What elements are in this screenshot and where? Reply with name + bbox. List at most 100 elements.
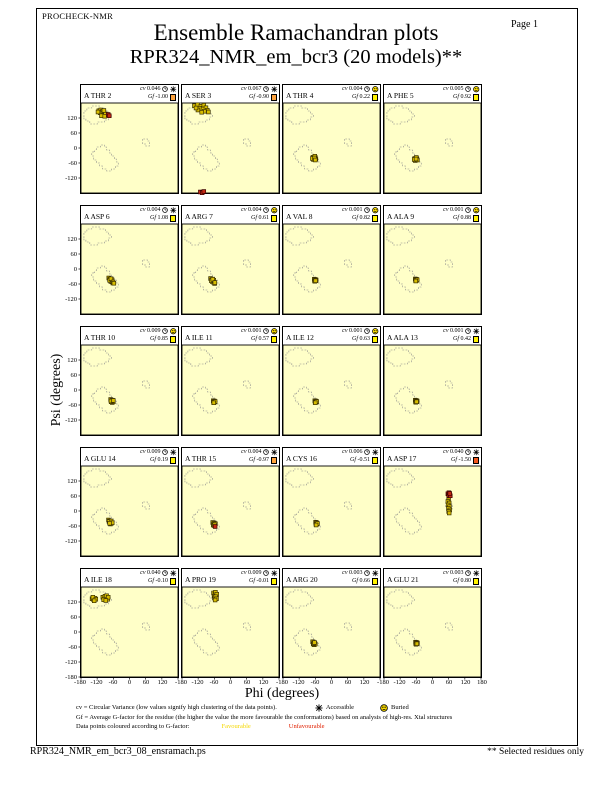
ramachandran-plot (282, 465, 381, 557)
panel-header: A VAL 8 cv 0.001 Gf 0.82 (283, 206, 380, 224)
x-tick-label: -180 (377, 679, 389, 686)
cv-label: cv (443, 570, 449, 577)
y-tick-label: 0 (73, 386, 77, 394)
ramachandran-plot (181, 344, 280, 436)
legend-gf-definition: Gf = Average G-factor for the residue (t… (76, 713, 453, 721)
panel-a-ile-11: A ILE 11 cv 0.001 Gf 0.57 (181, 326, 280, 436)
cv-label: cv (140, 207, 146, 214)
gf-value: -0.51 (357, 457, 371, 464)
panel-a-asp-6: A ASP 6 cv 0.004 Gf 1.08 (78, 205, 179, 315)
footer-selected-note: ** Selected residues only (487, 747, 584, 757)
x-tick-label: -180 (74, 679, 86, 686)
ramachandran-plot (383, 223, 482, 315)
clock-icon (162, 86, 168, 93)
clock-icon (465, 86, 471, 93)
ramachandran-plot (282, 586, 381, 680)
buried-icon (371, 86, 378, 93)
y-tick-label: -120 (65, 658, 77, 666)
panel-header: A ILE 11 cv 0.001 Gf 0.57 (182, 327, 279, 345)
x-tick-label: 0 (127, 679, 132, 686)
gf-label: Gf (352, 94, 358, 101)
cv-row: cv 0.040 (140, 570, 176, 577)
cv-row: cv 0.001 (443, 328, 479, 335)
gf-square (169, 94, 176, 101)
y-tick-label: -120 (65, 416, 77, 424)
buried-icon (380, 703, 388, 712)
cv-label: cv (241, 207, 247, 214)
x-tick-label: 60 (445, 679, 453, 686)
clock-icon (364, 328, 370, 335)
data-point-unfavourable (212, 524, 218, 529)
gf-label: Gf (451, 457, 457, 464)
gf-label: Gf (251, 336, 257, 343)
x-tick-label: 180 (477, 679, 487, 686)
x-tick-label: -60 (310, 679, 320, 686)
cv-row: cv 0.067 (241, 86, 277, 93)
data-point-unfavourable (107, 113, 112, 119)
y-tick-label: -60 (68, 522, 77, 530)
y-tick-label: -120 (65, 537, 77, 545)
gf-label: Gf (352, 578, 358, 585)
cv-label: cv (241, 449, 247, 456)
x-tick-label: -60 (411, 679, 421, 686)
x-tick-label: -120 (191, 679, 204, 686)
cv-value: 0.001 (248, 328, 262, 335)
x-tick-label: 120 (157, 679, 168, 686)
clock-icon (162, 570, 168, 577)
panel-header: A ALA 13 cv 0.001 Gf 0.42 (384, 327, 481, 345)
cv-row: cv 0.009 (140, 328, 176, 335)
y-tick-label: 0 (73, 628, 77, 636)
gf-value: -0.97 (256, 457, 270, 464)
panel-a-arg-20: A ARG 20 cv 0.003 Gf 0.66 (282, 568, 381, 680)
gf-value: 0.19 (157, 457, 169, 464)
accessible-icon (315, 704, 323, 712)
x-tick-label: -120 (292, 679, 305, 686)
y-tick-label: 60 (70, 613, 78, 621)
gf-square (270, 215, 277, 222)
data-point-favourable (313, 157, 318, 163)
gf-row: Gf 0.42 (453, 336, 479, 343)
gf-value: -1.00 (155, 94, 169, 101)
panel-header: A ALA 9 cv 0.001 Gf 0.88 (384, 206, 481, 224)
cv-label: cv (241, 86, 247, 93)
gf-square (371, 215, 378, 222)
gf-row: Gf 0.82 (352, 215, 378, 222)
gf-square (371, 457, 378, 464)
cv-label: cv (241, 570, 247, 577)
ramachandran-plot (78, 344, 179, 436)
cv-value: 0.003 (349, 570, 363, 577)
clock-icon (364, 570, 370, 577)
panel-header: A THR 4 cv 0.004 Gf 0.22 (283, 85, 380, 103)
gf-square (169, 457, 176, 464)
gf-row: Gf 0.57 (251, 336, 277, 343)
accessible-icon (371, 570, 378, 577)
cv-row: cv 0.003 (342, 570, 378, 577)
y-tick-label: 120 (67, 598, 77, 606)
gf-value: 0.61 (258, 215, 270, 222)
legend-accessible-label: Accessible (325, 704, 354, 711)
gf-label: Gf (249, 457, 255, 464)
y-tick-label: 60 (70, 250, 78, 258)
buried-icon (371, 207, 378, 214)
panel-a-thr-2: A THR 2 cv 0.046 Gf -1.00 (78, 84, 179, 194)
buried-icon (371, 328, 378, 335)
gf-row: Gf -0.10 (148, 578, 176, 585)
residue-label: A ALA 9 (387, 212, 415, 221)
gf-square (472, 215, 479, 222)
panel-a-thr-10: A THR 10 cv 0.009 Gf 0.85 (78, 326, 179, 436)
gf-value: 0.85 (157, 336, 169, 343)
data-point-favourable (199, 109, 204, 115)
panel-header: A ARG 7 cv 0.004 Gf 0.61 (182, 206, 279, 224)
cv-value: 0.046 (147, 86, 161, 93)
x-tick-label: 60 (142, 679, 150, 686)
clock-icon (465, 449, 471, 456)
residue-label: A CYS 16 (286, 454, 317, 463)
gf-row: Gf -1.50 (451, 457, 479, 464)
ramachandran-plot (78, 586, 179, 680)
gf-label: Gf (150, 457, 156, 464)
panel-header: A PHE 5 cv 0.005 Gf 0.92 (384, 85, 481, 103)
clock-icon (263, 328, 269, 335)
cv-label: cv (342, 207, 348, 214)
panel-a-glu-21: A GLU 21 cv 0.003 Gf 0.80 (383, 568, 482, 680)
gf-row: Gf -0.90 (249, 94, 277, 101)
